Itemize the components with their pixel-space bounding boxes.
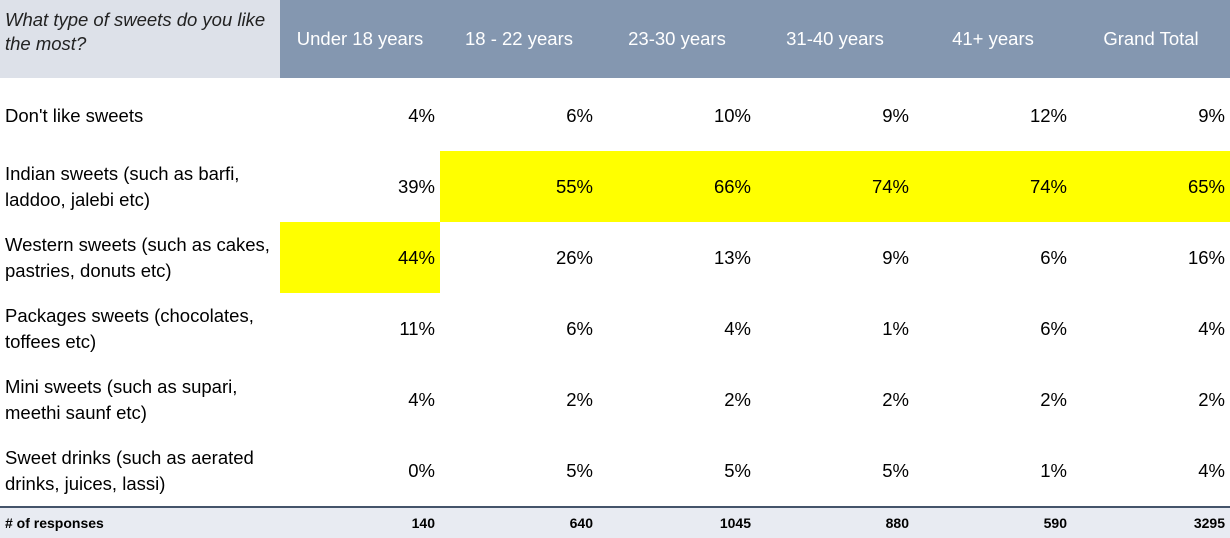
column-header: 18 - 22 years <box>440 0 598 80</box>
row-label: Sweet drinks (such as aerated drinks, ju… <box>5 446 254 494</box>
data-row: Mini sweets (such as supari, meethi saun… <box>0 364 1230 435</box>
cell: 12% <box>1029 104 1067 126</box>
cell: 9% <box>882 246 909 268</box>
cell: 4% <box>408 104 435 126</box>
cell: 74% <box>914 151 1072 222</box>
cell: 26% <box>555 246 593 268</box>
cell: 1% <box>1040 459 1067 481</box>
cell: 2% <box>882 388 909 410</box>
cell: 5% <box>882 459 909 481</box>
table-title: What type of sweets do you like the most… <box>0 0 280 80</box>
header-row: What type of sweets do you like the most… <box>0 0 1230 80</box>
column-header: Grand Total <box>1072 0 1230 80</box>
data-row: Sweet drinks (such as aerated drinks, ju… <box>0 435 1230 507</box>
cell: 6% <box>566 317 593 339</box>
cell: 44% <box>280 222 440 293</box>
cell: 11% <box>399 317 435 339</box>
cell: 9% <box>1198 104 1225 126</box>
cell: 2% <box>1198 388 1225 410</box>
cell: 4% <box>1198 459 1225 481</box>
cell: 5% <box>724 459 751 481</box>
cell: 10% <box>713 104 751 126</box>
response-count: 590 <box>914 506 1072 538</box>
cell: 9% <box>882 104 909 126</box>
column-header: 31-40 years <box>756 0 914 80</box>
cell: 65% <box>1072 151 1230 222</box>
cell: 13% <box>713 246 751 268</box>
response-count: 880 <box>756 506 914 538</box>
footer-row: # of responses 140 640 1045 880 590 3295 <box>0 506 1230 538</box>
response-count: 140 <box>280 506 440 538</box>
row-label: Western sweets (such as cakes, pastries,… <box>5 233 270 281</box>
cell: 2% <box>724 388 751 410</box>
response-count: 640 <box>440 506 598 538</box>
cell: 6% <box>566 104 593 126</box>
data-row: Western sweets (such as cakes, pastries,… <box>0 222 1230 293</box>
row-label: Don't like sweets <box>5 104 144 126</box>
column-header: 41+ years <box>914 0 1072 80</box>
cell: 1% <box>882 317 909 339</box>
cell: 0% <box>408 459 435 481</box>
cell: 2% <box>566 388 593 410</box>
row-label: Packages sweets (chocolates, toffees etc… <box>5 304 254 352</box>
cell: 4% <box>408 388 435 410</box>
cell: 39% <box>397 175 435 197</box>
column-header: Under 18 years <box>280 0 440 80</box>
cell: 5% <box>566 459 593 481</box>
column-header: 23-30 years <box>598 0 756 80</box>
cell: 16% <box>1187 246 1225 268</box>
footer-label: # of responses <box>0 506 280 538</box>
cell: 55% <box>440 151 598 222</box>
row-label: Mini sweets (such as supari, meethi saun… <box>5 375 238 423</box>
cell: 4% <box>724 317 751 339</box>
cell: 2% <box>1040 388 1067 410</box>
row-label: Indian sweets (such as barfi, laddoo, ja… <box>5 162 240 210</box>
cell: 6% <box>1040 246 1067 268</box>
data-row: Packages sweets (chocolates, toffees etc… <box>0 293 1230 364</box>
cell: 6% <box>1040 317 1067 339</box>
response-count: 3295 <box>1072 506 1230 538</box>
response-count: 1045 <box>598 506 756 538</box>
cell: 74% <box>756 151 914 222</box>
data-row: Don't like sweets 4% 6% 10% 9% 12% 9% <box>0 79 1230 151</box>
cell: 66% <box>598 151 756 222</box>
data-row: Indian sweets (such as barfi, laddoo, ja… <box>0 151 1230 222</box>
cell: 4% <box>1198 317 1225 339</box>
